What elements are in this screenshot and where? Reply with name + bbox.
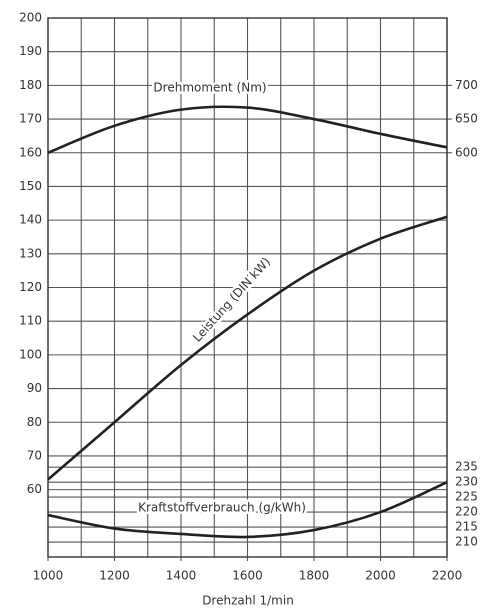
y-tick-label: 130 xyxy=(19,246,42,260)
y-tick-label: 70 xyxy=(27,448,42,462)
y-tick-label: 110 xyxy=(19,314,42,328)
x-tick-label: 1400 xyxy=(166,569,197,583)
x-tick-label: 1000 xyxy=(33,569,64,583)
y-tick-label: 60 xyxy=(27,482,42,496)
y3-tick-label: 210 xyxy=(455,535,478,549)
curve xyxy=(47,480,448,539)
y-tick-label: 120 xyxy=(19,280,42,294)
curve xyxy=(47,105,448,154)
curve-label: Leistung (DIN kW) xyxy=(190,255,273,345)
y-tick-label: 170 xyxy=(19,112,42,126)
x-tick-label: 1800 xyxy=(299,569,330,583)
curve-label: Kraftstoffverbrauch (g/kWh) xyxy=(138,501,306,515)
y3-tick-label: 235 xyxy=(455,460,478,474)
x-tick-label: 2200 xyxy=(432,569,463,583)
y-tick-label: 200 xyxy=(19,11,42,25)
y-tick-label: 140 xyxy=(19,213,42,227)
y-tick-label: 90 xyxy=(27,381,42,395)
y3-tick-label: 230 xyxy=(455,475,478,489)
y2-tick-label: 600 xyxy=(455,145,478,159)
y-tick-label: 150 xyxy=(19,179,42,193)
x-tick-label: 1600 xyxy=(232,569,263,583)
curve xyxy=(47,215,448,481)
y3-tick-label: 215 xyxy=(455,520,478,534)
y-tick-label: 180 xyxy=(19,78,42,92)
x-tick-label: 2000 xyxy=(365,569,396,583)
y-tick-label: 190 xyxy=(19,44,42,58)
y-tick-label: 80 xyxy=(27,415,42,429)
curve-label: Drehmoment (Nm) xyxy=(153,81,266,95)
y3-tick-label: 225 xyxy=(455,490,478,504)
y-tick-label: 160 xyxy=(19,145,42,159)
x-tick-label: 1200 xyxy=(99,569,130,583)
x-axis-label: Drehzahl 1/min xyxy=(202,594,294,608)
y2-tick-label: 700 xyxy=(455,78,478,92)
y3-tick-label: 220 xyxy=(455,505,478,519)
y2-tick-label: 650 xyxy=(455,112,478,126)
y-tick-label: 100 xyxy=(19,347,42,361)
